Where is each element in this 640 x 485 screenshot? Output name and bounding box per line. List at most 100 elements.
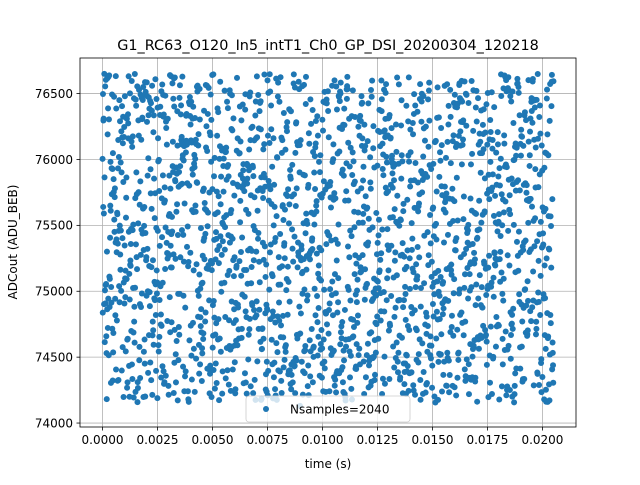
data-point xyxy=(116,222,123,229)
data-point xyxy=(467,161,474,168)
data-point xyxy=(333,389,340,396)
data-point xyxy=(493,313,500,320)
data-point xyxy=(533,318,540,325)
data-point xyxy=(415,359,422,366)
data-point xyxy=(427,211,434,218)
data-point xyxy=(264,77,271,84)
data-point xyxy=(224,105,231,112)
data-point xyxy=(162,265,169,272)
data-point xyxy=(269,308,276,315)
data-point xyxy=(161,197,168,204)
data-point xyxy=(117,118,124,125)
data-point xyxy=(176,94,183,101)
data-point xyxy=(221,87,228,94)
data-point xyxy=(448,267,455,274)
data-point xyxy=(488,390,495,397)
data-point xyxy=(202,230,209,237)
data-point xyxy=(387,134,394,141)
data-point xyxy=(122,294,129,301)
data-point xyxy=(455,356,462,363)
data-point xyxy=(550,362,557,369)
data-point xyxy=(150,341,157,348)
data-point xyxy=(472,104,479,111)
data-point xyxy=(391,177,398,184)
data-point xyxy=(286,201,293,208)
data-point xyxy=(376,267,383,274)
data-point xyxy=(190,267,197,274)
data-point xyxy=(369,224,376,231)
data-point xyxy=(115,165,122,172)
data-point xyxy=(465,361,472,368)
data-point xyxy=(254,207,261,214)
data-point xyxy=(281,240,288,247)
data-point xyxy=(501,132,508,139)
data-point xyxy=(330,347,337,354)
data-point xyxy=(169,228,176,235)
data-point xyxy=(197,314,204,321)
data-point xyxy=(413,327,420,334)
data-point xyxy=(400,304,407,311)
data-point xyxy=(401,253,408,260)
data-point xyxy=(195,142,202,149)
data-point xyxy=(193,261,200,268)
data-point xyxy=(482,129,489,136)
data-point xyxy=(154,227,161,234)
data-point xyxy=(375,232,382,239)
data-point xyxy=(254,134,261,141)
data-point xyxy=(481,175,488,182)
data-point xyxy=(348,385,355,392)
data-point xyxy=(531,243,538,250)
data-point xyxy=(267,186,274,193)
data-point xyxy=(330,156,337,163)
data-point xyxy=(420,153,427,160)
data-point xyxy=(388,242,395,249)
y-tick-label: 75500 xyxy=(35,219,73,233)
data-point xyxy=(327,204,334,211)
data-point xyxy=(420,93,427,100)
data-point xyxy=(125,120,132,127)
data-point xyxy=(331,190,338,197)
data-point xyxy=(162,92,169,99)
data-point xyxy=(460,136,467,143)
data-point xyxy=(524,278,531,285)
data-point xyxy=(150,112,157,119)
data-point xyxy=(401,381,408,388)
data-point xyxy=(268,102,275,109)
data-point xyxy=(232,317,239,324)
data-point xyxy=(528,318,535,325)
data-point xyxy=(353,260,360,267)
data-point xyxy=(258,345,265,352)
data-point xyxy=(113,317,120,324)
data-point xyxy=(354,319,361,326)
data-point xyxy=(341,122,348,129)
data-point xyxy=(179,73,186,80)
data-point xyxy=(489,184,496,191)
data-point xyxy=(319,116,326,123)
data-point xyxy=(261,174,268,181)
data-point xyxy=(510,221,517,228)
data-point xyxy=(287,108,294,115)
data-point xyxy=(192,155,199,162)
data-point xyxy=(316,169,323,176)
data-point xyxy=(180,231,187,238)
data-point xyxy=(188,376,195,383)
x-axis-label: time (s) xyxy=(305,457,352,471)
data-point xyxy=(240,167,247,174)
data-point xyxy=(326,232,333,239)
data-point xyxy=(133,169,140,176)
data-point xyxy=(250,390,257,397)
data-point xyxy=(356,345,363,352)
data-point xyxy=(158,374,165,381)
data-point xyxy=(466,271,473,278)
data-point xyxy=(221,246,228,253)
data-point xyxy=(107,158,114,165)
data-point xyxy=(450,332,457,339)
data-point xyxy=(186,94,193,101)
data-point xyxy=(325,330,332,337)
data-point xyxy=(407,149,414,156)
data-point xyxy=(123,115,130,122)
data-point xyxy=(283,287,290,294)
data-point xyxy=(185,263,192,270)
data-point xyxy=(249,123,256,130)
data-point xyxy=(156,333,163,340)
